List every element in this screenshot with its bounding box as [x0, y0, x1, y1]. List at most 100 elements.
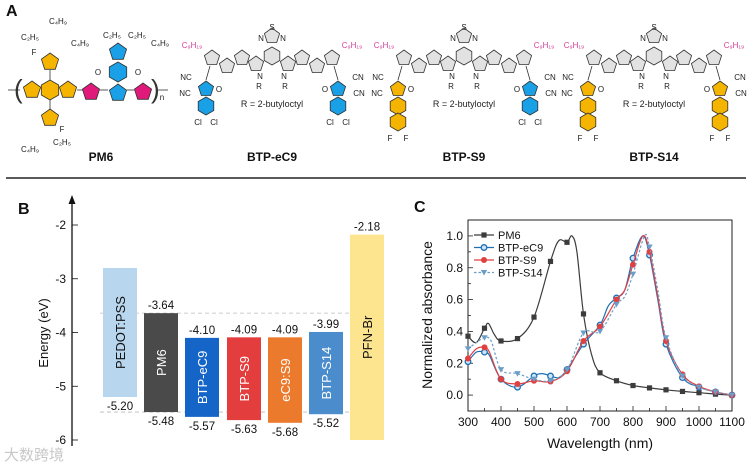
- bracket-right: ): [151, 74, 160, 104]
- y-tick-label: 0.4: [446, 324, 463, 338]
- bar-name-label: BTP-S14: [319, 347, 334, 400]
- thiophene-ring: [293, 49, 311, 65]
- thiophene-ring: [233, 49, 251, 65]
- thiophene-ring: [705, 49, 723, 65]
- nitrogen-atom: N: [639, 72, 645, 81]
- x-tick-label: 800: [623, 415, 643, 429]
- y-tick-label: 0.0: [446, 388, 463, 402]
- nitrogen-atom: N: [449, 72, 455, 81]
- compound-label-pm6: PM6: [89, 150, 114, 164]
- nitrogen-atom: N: [450, 34, 456, 43]
- nitrogen-atom: N: [257, 72, 263, 81]
- indanone-ring: [521, 80, 539, 96]
- alkyl-chain: C₄H₉: [21, 145, 39, 154]
- halogen-atom: F: [388, 134, 393, 143]
- panel-letter-c: C: [414, 199, 426, 216]
- central-benzene: [455, 46, 473, 66]
- data-point-btp-s14: [514, 371, 521, 377]
- legend-marker: [481, 257, 487, 263]
- bar-name-label: BTP-S9: [237, 356, 252, 402]
- bar-name-label: PFN-Br: [360, 315, 375, 359]
- r-group: R: [282, 82, 288, 91]
- data-point-pm6: [696, 390, 702, 396]
- r-definition: R = 2-butyloctyl: [433, 99, 495, 109]
- cyano-group: NC: [180, 73, 192, 82]
- data-point-btp-s9: [630, 261, 636, 268]
- bdt-benzene: [40, 79, 60, 101]
- energy-bar: [144, 313, 178, 413]
- thiadiazole-ring: [455, 27, 473, 43]
- energy-bar: [268, 337, 302, 423]
- series-line-btp-s9: [467, 234, 733, 396]
- cyano-group: NC: [562, 73, 574, 82]
- data-point-btp-s14: [580, 330, 587, 337]
- end-naphtho-ring: [579, 112, 597, 132]
- data-point-btp-s14: [547, 378, 554, 384]
- data-point-btp-s9: [663, 337, 669, 344]
- data-point-pm6: [564, 239, 570, 245]
- legend-label: BTP-S14: [498, 268, 543, 280]
- data-point-pm6: [547, 258, 554, 264]
- oxygen: O: [95, 68, 101, 77]
- legend-marker: [480, 244, 488, 251]
- energy-bars: PEDOT:PSS -5.20 PM6 -3.64 -5.48 BTP-eC9 -4.10 -…: [103, 222, 384, 440]
- data-point-btp-s14: [629, 271, 637, 278]
- halogen-atom: Cl: [518, 118, 526, 127]
- cyano-group: NC: [179, 89, 191, 98]
- nitrogen-atom: N: [662, 34, 668, 43]
- thiadiazole-ring: [645, 27, 663, 43]
- thiophene-ring: [410, 57, 428, 73]
- thiophene-ring: [425, 49, 443, 65]
- alkyl-chain: C₉H₁₉: [564, 41, 585, 50]
- data-point-pm6: [646, 385, 653, 391]
- halogen-atom: F: [594, 134, 599, 143]
- energy-bar-pedot-pss: PEDOT:PSS -5.20: [103, 268, 137, 413]
- alkyl-chain: C₉H₁₉: [374, 41, 395, 50]
- energy-bar-pm6: PM6 -3.64 -5.48: [144, 300, 178, 428]
- r-definition: R = 2-butyloctyl: [241, 99, 303, 109]
- alkyl-chain: C₄H₉: [49, 17, 67, 26]
- end-naphtho-ring: [711, 112, 729, 132]
- legend-item-btp-ec9: BTP-eC9: [474, 243, 543, 255]
- vinyl-bond: [525, 65, 531, 81]
- nitrogen-atom: N: [472, 34, 478, 43]
- halogen-atom: F: [726, 134, 731, 143]
- x-tick-label: 1100: [719, 415, 745, 429]
- cyano-group: CN: [352, 73, 364, 82]
- thiophene-ring: [500, 57, 518, 73]
- indanone-ring: [329, 80, 347, 96]
- oxygen-atom: O: [216, 85, 222, 94]
- data-point-pm6: [679, 388, 686, 395]
- bdt-thiophene-right: [58, 80, 78, 98]
- fluorine-bottom: F: [60, 125, 65, 134]
- x-tick-label: 600: [557, 415, 577, 429]
- vinyl-bond: [205, 65, 211, 81]
- data-point-pm6: [613, 378, 620, 384]
- halogen-atom: F: [578, 134, 583, 143]
- vinyl-bond: [715, 65, 721, 81]
- data-point-pm6: [580, 311, 587, 317]
- y-tick-label: -4: [55, 326, 66, 340]
- legend-label: BTP-S9: [498, 255, 537, 267]
- r-group: R: [448, 82, 454, 91]
- legend-marker: [480, 270, 488, 276]
- alkyl-chain: C₄H₉: [71, 39, 89, 48]
- data-point-btp-s9: [514, 380, 521, 387]
- thiophene-ring: [515, 49, 533, 65]
- x-tick-label: 400: [491, 415, 511, 429]
- data-point-btp-s9: [646, 248, 653, 255]
- cyano-group: CN: [734, 73, 746, 82]
- data-point-pm6: [498, 338, 504, 344]
- thiophene-ring: [600, 57, 618, 73]
- data-point-pm6: [465, 333, 471, 339]
- bar-name-label: PM6: [154, 349, 169, 376]
- oxygen: O: [135, 68, 141, 77]
- homo-value: -5.63: [231, 424, 257, 436]
- lumo-value: -4.09: [272, 324, 298, 336]
- end-benzene: [389, 96, 407, 116]
- alkyl-chain: C₉H₁₉: [342, 41, 363, 50]
